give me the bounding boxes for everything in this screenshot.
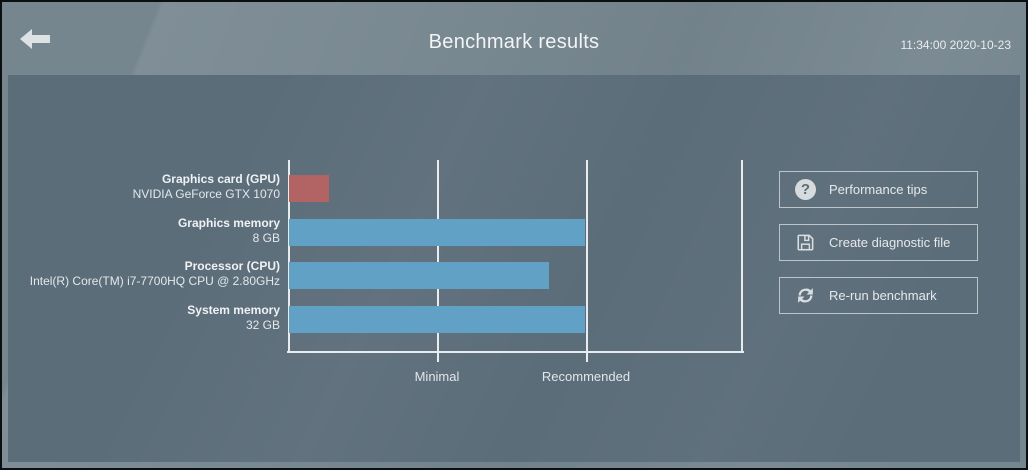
benchmark-bar-3	[289, 262, 549, 289]
benchmark-bar-2	[289, 219, 585, 246]
row-title: Processor (CPU)	[184, 259, 280, 273]
question-icon: ?	[795, 179, 816, 200]
create-diagnostic-file-button[interactable]: Create diagnostic file	[779, 224, 978, 261]
back-arrow-icon	[20, 28, 50, 49]
page-title: Benchmark results	[428, 31, 600, 53]
threshold-line-recommended	[586, 160, 588, 362]
timestamp: 11:34:00 2020-10-23	[900, 38, 1011, 52]
row-subtitle: 32 GB	[245, 318, 280, 332]
row-label: Processor (CPU) Intel(R) Core(TM) i7-7700…	[8, 259, 280, 289]
row-label: System memory 32 GB	[8, 303, 280, 333]
refresh-icon	[795, 285, 816, 306]
benchmark-bar-1	[289, 175, 329, 202]
row-title: System memory	[187, 303, 280, 317]
threshold-line-minimal	[437, 160, 439, 362]
row-subtitle: Intel(R) Core(TM) i7-7700HQ CPU @ 2.80GH…	[29, 274, 280, 288]
button-label: Create diagnostic file	[829, 235, 951, 250]
button-label: Performance tips	[829, 182, 928, 197]
button-label: Re-run benchmark	[829, 288, 937, 303]
performance-tips-button[interactable]: ? Performance tips	[779, 171, 978, 208]
row-subtitle: NVIDIA GeForce GTX 1070	[132, 187, 280, 201]
row-label: Graphics memory 8 GB	[8, 216, 280, 246]
back-button[interactable]	[15, 25, 55, 55]
benchmark-chart: Minimal Recommended Graphics card (GPU) NVI…	[8, 75, 1020, 462]
header: Benchmark results 11:34:00 2020-10-23	[2, 2, 1026, 75]
row-subtitle: 8 GB	[252, 231, 280, 245]
axis-tick-label-recommended: Recommended	[541, 369, 631, 384]
axis-line-right	[741, 160, 743, 353]
row-title: Graphics memory	[177, 216, 280, 230]
benchmark-bar-4	[289, 306, 585, 333]
results-panel: Minimal Recommended Graphics card (GPU) NVI…	[8, 75, 1020, 462]
axis-tick-label-minimal: Minimal	[414, 369, 460, 384]
save-icon	[795, 232, 816, 253]
row-label: Graphics card (GPU) NVIDIA GeForce GTX 10…	[8, 172, 280, 202]
axis-line-bottom	[287, 351, 744, 353]
rerun-benchmark-button[interactable]: Re-run benchmark	[779, 277, 978, 314]
row-title: Graphics card (GPU)	[161, 172, 280, 186]
axis-line-left	[288, 160, 290, 353]
